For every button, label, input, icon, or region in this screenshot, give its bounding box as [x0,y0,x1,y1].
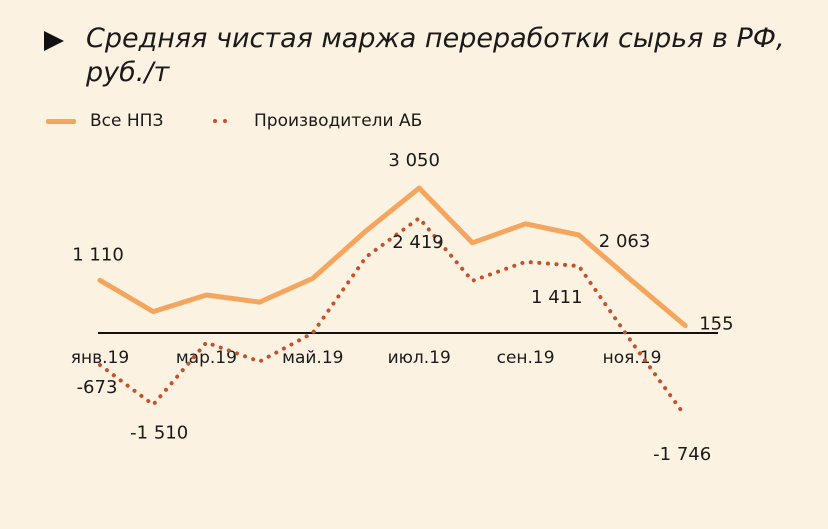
data-label: -1 746 [653,444,711,465]
x-tick-label: ноя.19 [603,348,662,368]
legend-dotted-line-swatch [210,119,240,124]
data-label: -1 510 [130,423,188,444]
chart-title: Средняя чистая маржа переработки сырья в… [86,23,785,88]
legend-solid-line-swatch [46,119,76,124]
title-bullet-triangle-icon [44,31,64,51]
data-label: 1 411 [531,287,583,308]
data-label: -673 [77,377,118,398]
data-label: 2 063 [599,231,651,252]
legend-label-ab-producers: Производители АБ [254,111,423,131]
chart-title-block: Средняя чистая маржа переработки сырья в… [44,22,804,90]
series-line-all-refineries [97,185,688,329]
data-label: 155 [699,314,733,335]
x-tick-label: мар.19 [176,348,237,368]
x-tick-label: май.19 [282,348,343,368]
data-label: 1 110 [72,244,124,265]
data-label: 3 050 [388,150,440,171]
x-tick-label: июл.19 [388,348,451,368]
data-label: 2 419 [392,232,444,253]
legend-label-all-refineries: Все НПЗ [90,111,164,131]
x-tick-label: сен.19 [497,348,555,368]
x-tick-label: янв.19 [71,348,129,368]
